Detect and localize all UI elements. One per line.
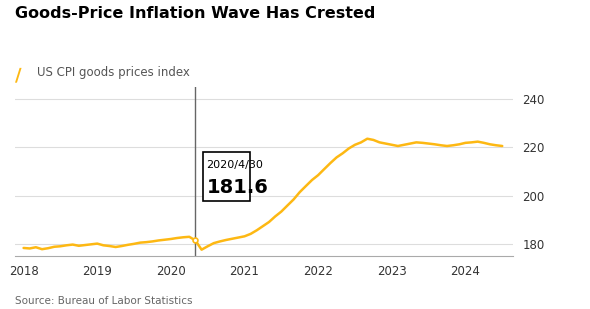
Text: 2020/4/30: 2020/4/30 bbox=[206, 160, 263, 170]
Text: Source: Bureau of Labor Statistics: Source: Bureau of Labor Statistics bbox=[15, 296, 192, 306]
Text: ∕: ∕ bbox=[15, 66, 21, 84]
Text: 181.6: 181.6 bbox=[206, 178, 268, 197]
Text: US CPI goods prices index: US CPI goods prices index bbox=[37, 66, 189, 79]
FancyBboxPatch shape bbox=[202, 152, 250, 201]
Text: Goods-Price Inflation Wave Has Crested: Goods-Price Inflation Wave Has Crested bbox=[15, 6, 375, 21]
